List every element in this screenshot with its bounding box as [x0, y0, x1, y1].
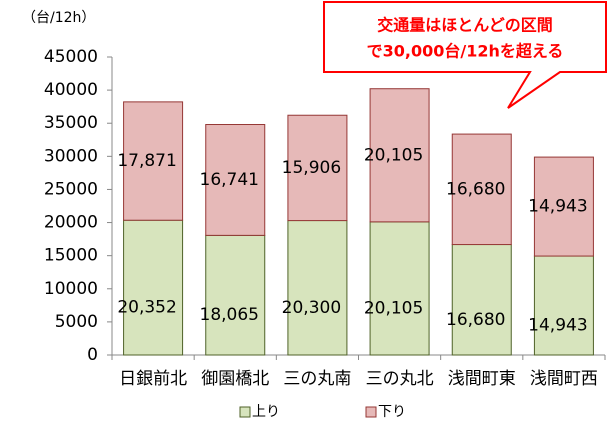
y-tick-label: 0: [87, 345, 98, 365]
legend-label: 下り: [378, 404, 406, 420]
bar-segment: [287, 114, 348, 222]
data-label: 16,680: [446, 179, 505, 199]
y-tick-label: 40000: [44, 80, 98, 100]
y-tick-label: 20000: [44, 213, 98, 233]
callout-text: で30,000台/12hを超える: [367, 42, 564, 61]
bar-segment: [287, 220, 348, 356]
x-tick-label: 浅間町西: [530, 369, 598, 389]
bar-segment: [123, 219, 184, 356]
bar-segment: [533, 156, 594, 257]
bar-segment: [451, 244, 512, 356]
bar-segment: [533, 255, 594, 356]
x-tick-label: 御園橋北: [201, 369, 269, 389]
data-label: 17,871: [117, 151, 176, 171]
unit-label: （台/12h）: [22, 10, 95, 26]
y-tick-label: 15000: [44, 246, 98, 266]
x-tick-label: 三の丸北: [366, 369, 434, 389]
bar-segment: [205, 124, 266, 236]
x-tick-label: 三の丸南: [283, 369, 351, 389]
data-label: 14,943: [528, 197, 587, 217]
bar-segment: [123, 101, 184, 221]
y-tick-label: 10000: [44, 279, 98, 299]
legend-swatch: [365, 406, 377, 418]
y-tick-label: 5000: [55, 312, 98, 332]
x-tick-label: 浅間町東: [448, 369, 516, 389]
data-label: 20,105: [364, 145, 423, 165]
data-label: 16,680: [446, 310, 505, 330]
data-label: 20,300: [282, 298, 341, 318]
bar-segment: [369, 221, 430, 356]
data-label: 16,741: [200, 170, 259, 190]
bar-segment: [451, 133, 512, 246]
data-label: 15,906: [282, 158, 341, 178]
y-tick-label: 30000: [44, 146, 98, 166]
data-label: 20,352: [117, 298, 176, 318]
legend-swatch: [239, 406, 251, 418]
y-tick-label: 35000: [44, 113, 98, 133]
callout-text: 交通量はほとんどの区間: [377, 16, 553, 35]
y-tick-label: 45000: [44, 47, 98, 67]
bar-segment: [369, 88, 430, 223]
callout-box: [323, 1, 607, 109]
x-tick-label: 日銀前北: [119, 369, 187, 389]
legend-label: 上り: [252, 404, 280, 420]
data-label: 18,065: [200, 305, 259, 325]
data-label: 14,943: [528, 316, 587, 336]
y-tick-label: 25000: [44, 179, 98, 199]
data-label: 20,105: [364, 298, 423, 318]
bar-segment: [205, 234, 266, 356]
